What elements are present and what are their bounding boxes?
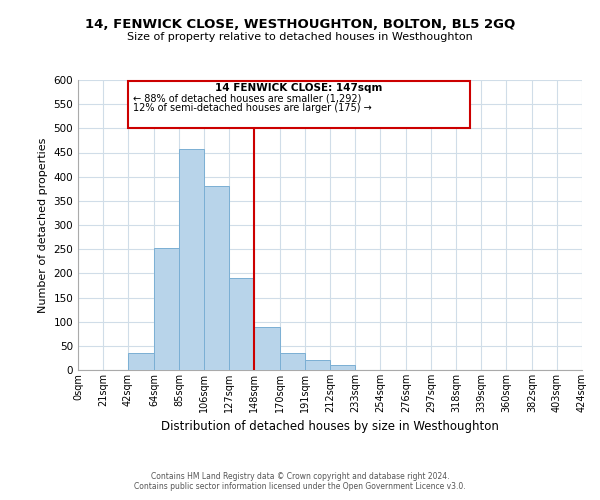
Text: 14 FENWICK CLOSE: 147sqm: 14 FENWICK CLOSE: 147sqm	[215, 83, 383, 93]
Text: 14, FENWICK CLOSE, WESTHOUGHTON, BOLTON, BL5 2GQ: 14, FENWICK CLOSE, WESTHOUGHTON, BOLTON,…	[85, 18, 515, 30]
Text: Contains HM Land Registry data © Crown copyright and database right 2024.: Contains HM Land Registry data © Crown c…	[151, 472, 449, 481]
X-axis label: Distribution of detached houses by size in Westhoughton: Distribution of detached houses by size …	[161, 420, 499, 434]
Bar	[179, 149, 204, 370]
Text: Size of property relative to detached houses in Westhoughton: Size of property relative to detached ho…	[127, 32, 473, 42]
Bar	[280, 353, 305, 370]
Text: 12% of semi-detached houses are larger (175) →: 12% of semi-detached houses are larger (…	[133, 103, 372, 113]
Bar	[204, 186, 229, 370]
Text: Contains public sector information licensed under the Open Government Licence v3: Contains public sector information licen…	[134, 482, 466, 491]
Text: ← 88% of detached houses are smaller (1,292): ← 88% of detached houses are smaller (1,…	[133, 93, 361, 103]
Bar	[154, 248, 179, 370]
Bar	[229, 278, 254, 370]
FancyBboxPatch shape	[128, 82, 470, 128]
Bar	[254, 326, 280, 370]
Bar	[128, 353, 154, 370]
Y-axis label: Number of detached properties: Number of detached properties	[38, 138, 48, 312]
Bar	[305, 360, 330, 370]
Bar	[330, 365, 355, 370]
